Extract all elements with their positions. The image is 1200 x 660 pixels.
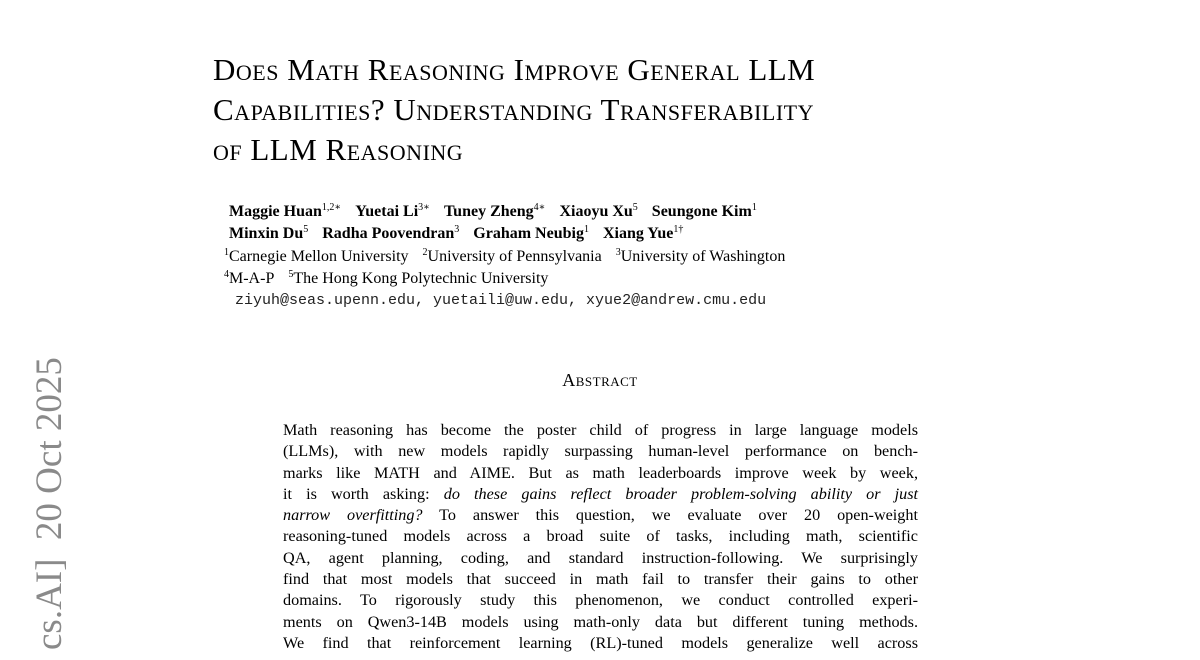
abstract-emphasis: do these gains reflect broader problem-s…	[443, 484, 918, 503]
affiliation-name: The Hong Kong Polytechnic University	[293, 270, 549, 287]
abstract-line: find that most models that succeed in ma…	[283, 570, 918, 589]
affiliation: 2University of Pennsylvania	[422, 247, 602, 266]
affiliation-mark: 3	[615, 247, 621, 258]
affiliation-mark: 5	[288, 269, 294, 280]
author-name: Graham Neubig1	[473, 224, 589, 243]
abstract-line: narrow overfitting? To answer this quest…	[283, 506, 918, 525]
affiliation-name: University of Washington	[620, 248, 786, 265]
author-row: Maggie Huan1,2∗ Yuetai Li3∗ Tuney Zheng4∗ X…	[229, 201, 771, 223]
author-affiliation-mark: 1†	[673, 224, 684, 235]
author-affiliation-mark: 5	[632, 202, 638, 213]
affiliation-name: M-A-P	[229, 270, 275, 287]
abstract-line: domains. To rigorously study this phenom…	[283, 591, 918, 610]
author-affiliation-mark: 4∗	[533, 202, 546, 213]
abstract-line: We find that reinforcement learning (RL)…	[283, 633, 918, 652]
author-name: Radha Poovendran3	[322, 224, 460, 243]
affiliation: 4M-A-P	[224, 269, 275, 288]
affiliation: 5The Hong Kong Polytechnic University	[288, 269, 549, 288]
arxiv-stamp-text: cs.AI] 20 Oct 2025	[29, 357, 70, 650]
author-name: Tuney Zheng4∗	[443, 202, 546, 221]
abstract-heading: Abstract	[562, 370, 638, 390]
title-line: Does Math Reasoning Improve General LLM	[213, 52, 816, 87]
author-name: Xiang Yue1†	[602, 224, 684, 243]
affiliation: 3University of Washington	[615, 247, 786, 266]
author-affiliation-mark: 1,2∗	[321, 202, 342, 213]
affiliation: 1Carnegie Mellon University	[224, 247, 409, 266]
author-affiliation-mark: 5	[303, 224, 309, 235]
abstract-line: ments on Qwen3-14B models using math-onl…	[283, 612, 918, 631]
author-name: Maggie Huan1,2∗	[229, 202, 342, 221]
abstract-body: Math reasoning has become the poster chi…	[283, 420, 918, 654]
abstract-line: (LLMs), with new models rapidly surpassi…	[283, 442, 918, 461]
title-line: Capabilities? Understanding Transferabil…	[213, 92, 814, 127]
abstract-line: reasoning-tuned models across a broad su…	[283, 527, 918, 546]
affiliation-row: 1Carnegie Mellon University 2University o…	[224, 246, 799, 268]
affiliation-name: Carnegie Mellon University	[229, 248, 409, 265]
author-affiliation-mark: 1	[583, 224, 589, 235]
author-affiliation-mark: 3∗	[418, 202, 430, 213]
author-name: Xiaoyu Xu5	[559, 202, 638, 221]
author-emails: ziyuh@seas.upenn.edu, yuetaili@uw.edu, x…	[235, 292, 767, 309]
author-affiliation-mark: 1	[751, 202, 757, 213]
author-row: Minxin Du5 Radha Poovendran3 Graham Neubig…	[229, 223, 771, 245]
author-list: Maggie Huan1,2∗ Yuetai Li3∗ Tuney Zheng4∗ X…	[229, 201, 771, 245]
title-line: of LLM Reasoning	[213, 132, 464, 167]
author-name: Yuetai Li3∗	[355, 202, 430, 221]
affiliation-mark: 2	[422, 247, 428, 258]
abstract-emphasis: narrow overfitting?	[283, 506, 423, 525]
affiliation-mark: 4	[224, 269, 229, 280]
affiliation-row: 4M-A-P 5The Hong Kong Polytechnic Univers…	[224, 268, 799, 290]
abstract-line: marks like MATH and AIME. But as math le…	[283, 463, 918, 482]
abstract-line: it is worth asking: do these gains refle…	[283, 484, 918, 503]
author-affiliation-mark: 3	[454, 224, 460, 235]
abstract-line: Math reasoning has become the poster chi…	[283, 421, 918, 439]
affiliation-name: University of Pennsylvania	[427, 248, 602, 265]
paper-title: Does Math Reasoning Improve General LLM …	[213, 50, 815, 170]
affiliation-mark: 1	[224, 247, 229, 258]
author-name: Minxin Du5	[229, 224, 309, 243]
abstract-line: QA, agent planning, coding, and standard…	[283, 548, 918, 567]
author-name: Seungone Kim1	[651, 202, 757, 221]
affiliation-list: 1Carnegie Mellon University 2University o…	[224, 246, 799, 290]
